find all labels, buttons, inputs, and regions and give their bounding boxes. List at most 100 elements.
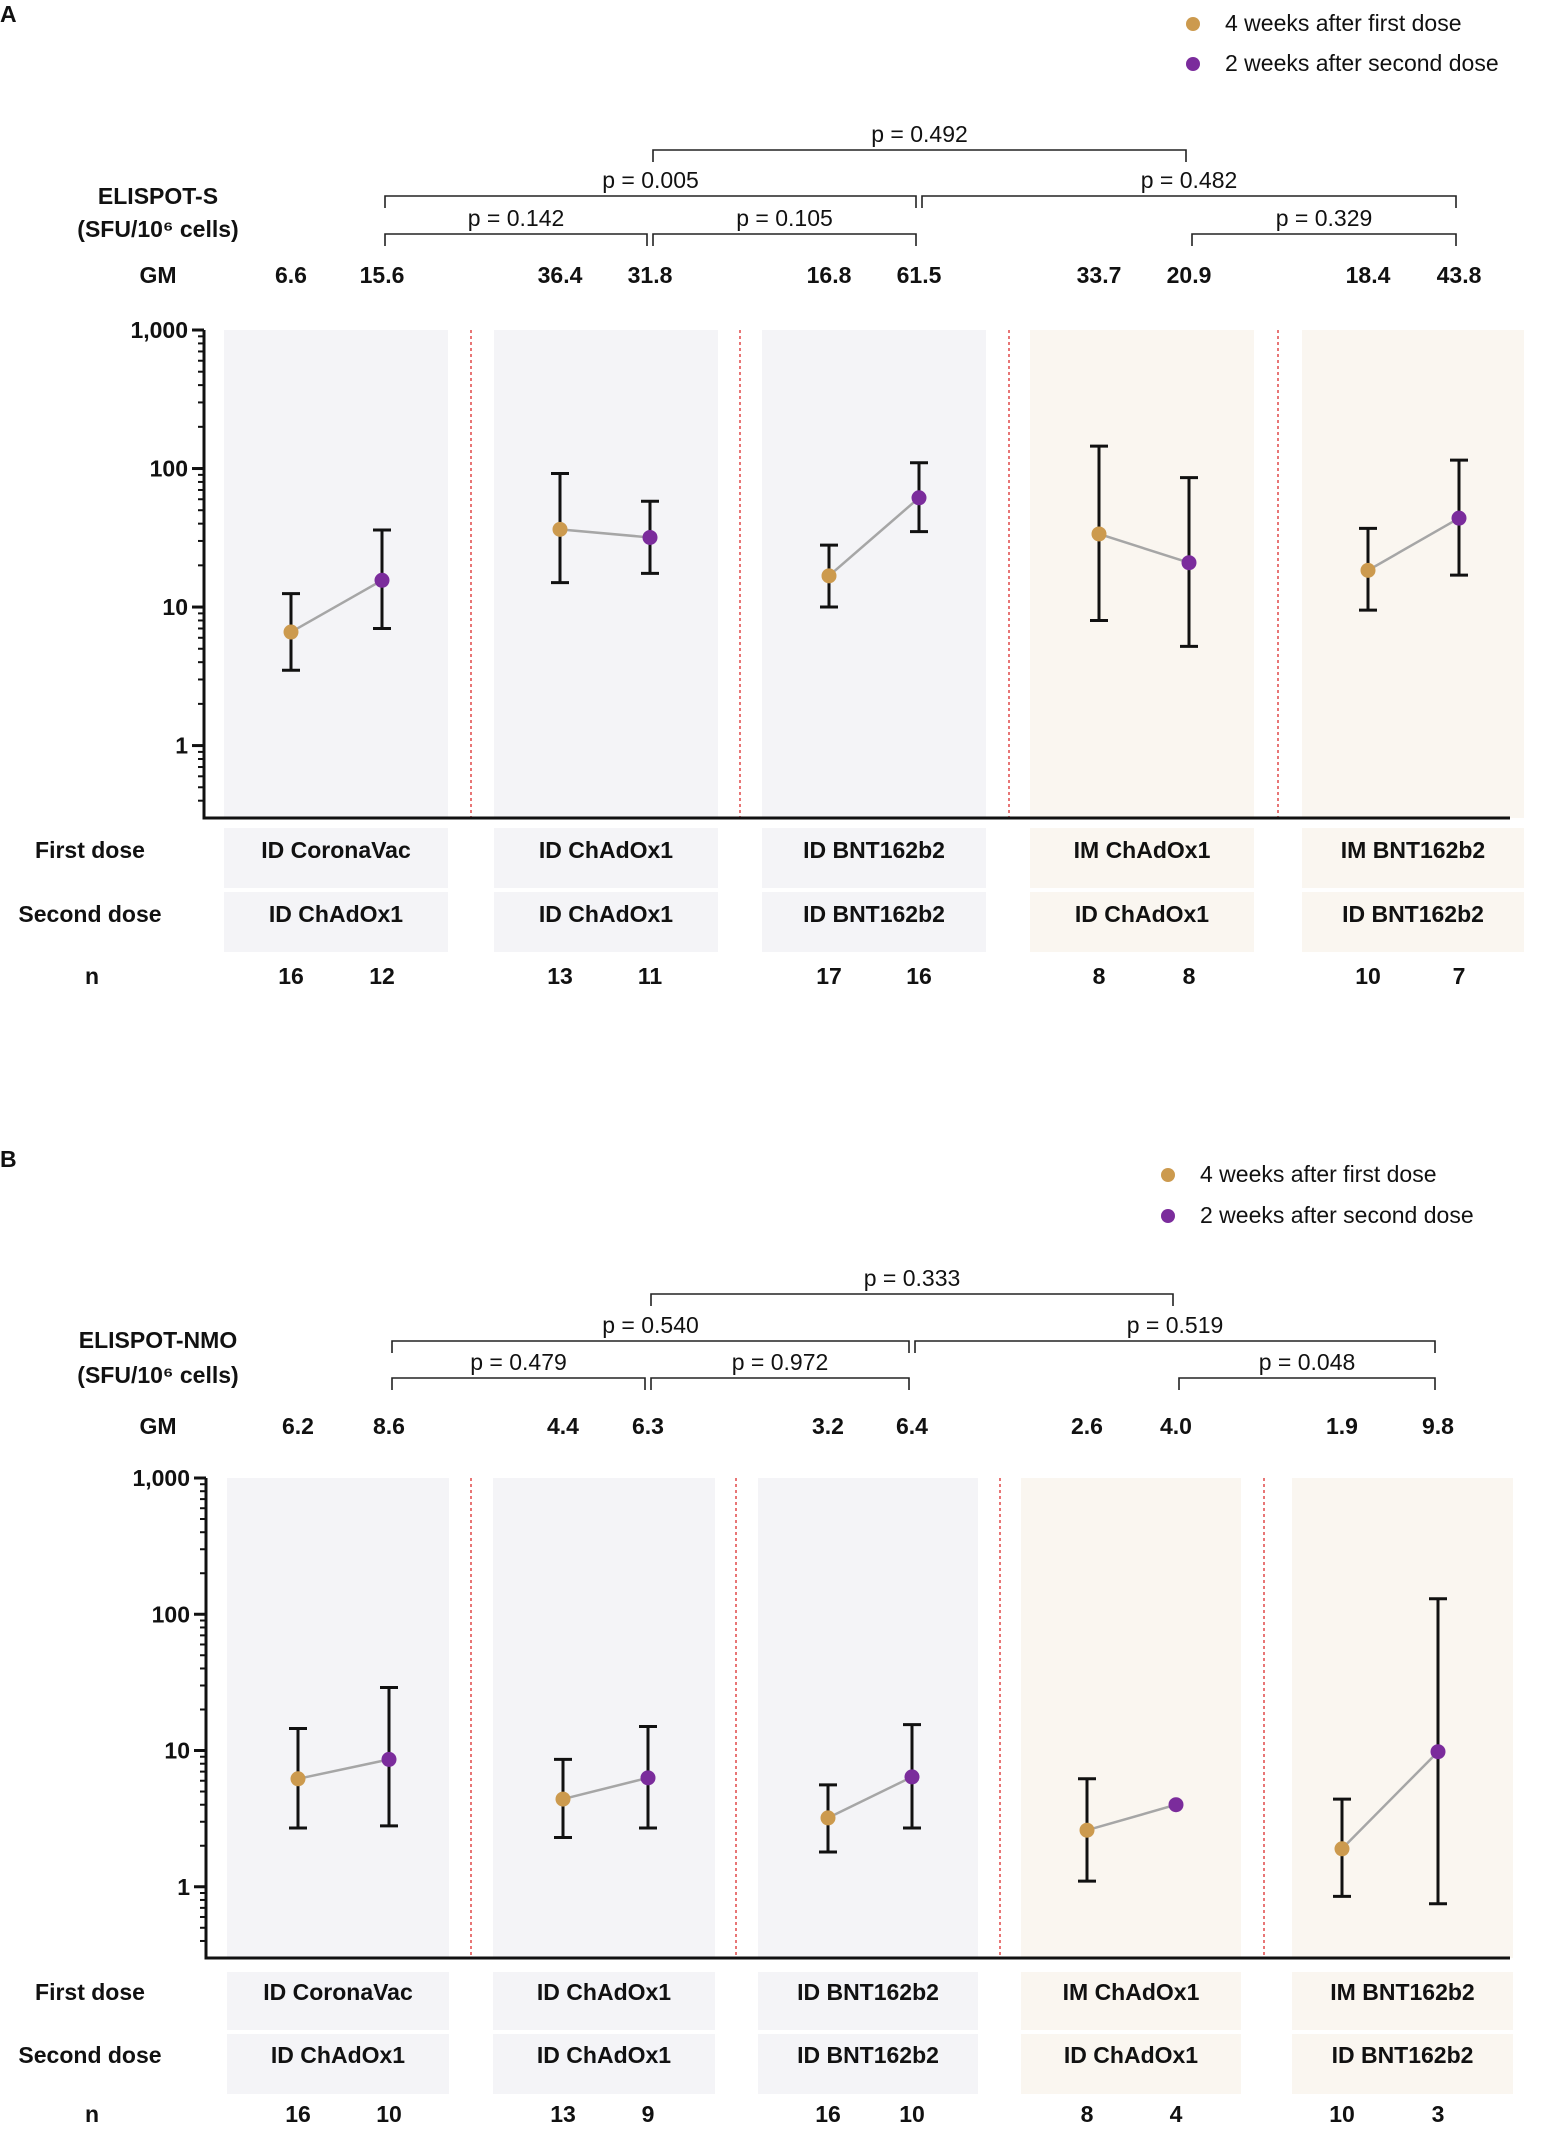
gm-label: GM	[139, 262, 176, 288]
n-value-second: 3	[1432, 2101, 1445, 2127]
connector-line	[827, 1775, 913, 1820]
gm-value-second: 6.3	[632, 1413, 664, 1439]
gm-value-first: 4.4	[547, 1413, 579, 1439]
n-value-first: 16	[285, 2101, 311, 2127]
second-dose-label: ID ChAdOx1	[1064, 2042, 1198, 2068]
first-dose-box	[494, 828, 718, 888]
second-dose-label: ID BNT162b2	[797, 2042, 939, 2068]
y-tick-label: 10	[162, 594, 188, 620]
n-value-second: 8	[1183, 963, 1196, 989]
data-point-first	[821, 568, 837, 584]
n-value-first: 13	[550, 2101, 576, 2127]
second-dose-box	[1030, 892, 1254, 952]
group-panel-bg	[1292, 1478, 1513, 1958]
data-point-first	[1079, 1822, 1095, 1838]
n-value-first: 16	[815, 2101, 841, 2127]
legend-label-second: 2 weeks after second dose	[1225, 50, 1499, 76]
second-dose-label: ID ChAdOx1	[271, 2042, 405, 2068]
data-point-first	[290, 1771, 306, 1787]
gm-value-first: 33.7	[1077, 262, 1122, 288]
connector-line	[297, 1758, 390, 1781]
first-dose-label: ID BNT162b2	[797, 1979, 939, 2005]
data-point-first	[552, 521, 568, 537]
second-dose-box	[1302, 892, 1524, 952]
gm-value-first: 6.2	[282, 1413, 314, 1439]
data-point-first	[1360, 562, 1376, 578]
first-dose-label: ID CoronaVac	[261, 837, 411, 863]
chart-title: ELISPOT-S	[98, 183, 218, 209]
pvalue-bracket	[652, 233, 917, 246]
second-dose-box	[493, 2034, 715, 2094]
second-dose-label: ID BNT162b2	[1342, 901, 1484, 927]
n-value-first: 10	[1355, 963, 1381, 989]
n-value-second: 10	[376, 2101, 402, 2127]
legend-label-second: 2 weeks after second dose	[1200, 1202, 1474, 1228]
first-dose-box	[1021, 1972, 1241, 2030]
n-value-second: 16	[906, 963, 932, 989]
pvalue-bracket	[650, 1377, 910, 1390]
group-panel-bg	[1030, 330, 1254, 818]
gm-value-first: 2.6	[1071, 1413, 1103, 1439]
gm-value-second: 43.8	[1437, 262, 1482, 288]
first-dose-box	[224, 828, 448, 888]
n-value-first: 13	[547, 963, 573, 989]
group-panel-bg	[758, 1478, 978, 1958]
second-dose-box	[227, 2034, 449, 2094]
gm-value-first: 6.6	[275, 262, 307, 288]
legend-marker-first	[1161, 1168, 1175, 1182]
gm-value-second: 20.9	[1167, 262, 1212, 288]
second-dose-label: ID ChAdOx1	[539, 901, 673, 927]
first-dose-label: ID ChAdOx1	[537, 1979, 671, 2005]
first-dose-row-label: First dose	[35, 837, 145, 863]
first-dose-box	[1302, 828, 1524, 888]
first-dose-box	[227, 1972, 449, 2030]
second-dose-row-label: Second dose	[18, 2042, 161, 2068]
connector-line	[1086, 1803, 1177, 1832]
y-tick-label: 1	[175, 733, 188, 759]
second-dose-row-label: Second dose	[18, 901, 161, 927]
first-dose-box	[1030, 828, 1254, 888]
gm-value-second: 9.8	[1422, 1413, 1454, 1439]
n-value-first: 16	[278, 963, 304, 989]
n-value-first: 8	[1081, 2101, 1094, 2127]
n-value-first: 17	[816, 963, 842, 989]
second-dose-box	[494, 892, 718, 952]
pvalue-label: p = 0.142	[468, 205, 565, 231]
data-point-second	[1168, 1797, 1184, 1813]
pvalue-bracket	[391, 1340, 910, 1353]
gm-value-second: 31.8	[628, 262, 673, 288]
pvalue-bracket	[650, 1293, 1174, 1306]
data-point-first	[555, 1791, 571, 1807]
y-tick-label: 100	[152, 1601, 190, 1627]
y-tick-label: 1	[177, 1874, 190, 1900]
connector-line	[828, 496, 920, 577]
data-point-first	[820, 1810, 836, 1826]
panel-letter: A	[0, 1, 17, 27]
n-row-label: n	[85, 2101, 99, 2127]
n-value-first: 8	[1093, 963, 1106, 989]
legend-marker-first	[1186, 17, 1200, 31]
y-tick-label: 1,000	[132, 1465, 190, 1491]
group-panel-bg	[762, 330, 986, 818]
gm-value-second: 8.6	[373, 1413, 405, 1439]
gm-label: GM	[139, 1413, 176, 1439]
connector-line	[1341, 1750, 1439, 1850]
n-row-label: n	[85, 963, 99, 989]
connector-line	[290, 579, 383, 634]
data-point-second	[911, 490, 927, 506]
first-dose-label: IM BNT162b2	[1330, 1979, 1474, 2005]
data-point-second	[904, 1769, 920, 1785]
second-dose-box	[1292, 2034, 1513, 2094]
gm-value-first: 36.4	[538, 262, 583, 288]
first-dose-label: ID ChAdOx1	[539, 837, 673, 863]
pvalue-bracket	[921, 195, 1457, 208]
data-point-second	[1451, 510, 1467, 526]
second-dose-label: ID ChAdOx1	[269, 901, 403, 927]
pvalue-bracket	[1191, 233, 1457, 246]
connector-line	[562, 1776, 649, 1801]
legend-marker-second	[1186, 57, 1200, 71]
first-dose-box	[493, 1972, 715, 2030]
pvalue-label: p = 0.105	[736, 205, 833, 231]
n-value-second: 11	[638, 963, 663, 989]
pvalue-label: p = 0.492	[871, 121, 968, 147]
